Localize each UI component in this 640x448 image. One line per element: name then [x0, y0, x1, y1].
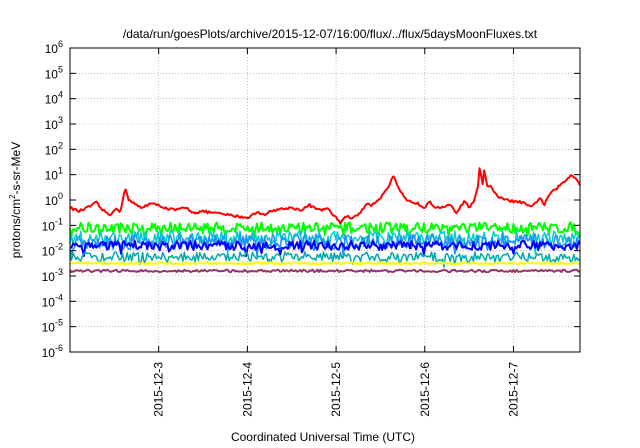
y-tick-exponent: 2 — [58, 140, 63, 150]
y-tick-exponent: -2 — [55, 242, 63, 252]
y-tick-label: 103 — [45, 115, 63, 132]
series-line-8 — [69, 268, 581, 274]
x-tick-label: 2015-12-6 — [418, 362, 432, 417]
y-tick-label: 104 — [45, 90, 63, 107]
y-tick-exponent: 6 — [58, 39, 63, 49]
y-tick-label: 106 — [45, 39, 63, 56]
x-tick-label: 2015-12-3 — [152, 362, 166, 417]
y-tick-label: 10-3 — [42, 267, 63, 284]
grid-lines — [70, 48, 580, 352]
chart-title: /data/run/goesPlots/archive/2015-12-07/1… — [123, 27, 538, 41]
x-axis-label: Coordinated Universal Time (UTC) — [231, 430, 415, 444]
y-tick-base: 10 — [42, 219, 56, 233]
x-axis-ticks: 2015-12-3 2015-12-4 2015-12-5 2015-12-6 2015… — [152, 48, 520, 417]
y-axis-label-sup: 2 — [8, 194, 17, 199]
y-axis-label-post: -s-sr-MeV — [9, 142, 23, 195]
y-tick-base: 10 — [45, 93, 59, 107]
y-tick-base: 10 — [45, 194, 59, 208]
y-tick-base: 10 — [45, 169, 59, 183]
y-tick-exponent: -1 — [55, 216, 63, 226]
y-tick-label: 10-2 — [42, 242, 63, 259]
y-tick-label: 10-1 — [42, 216, 63, 233]
y-tick-exponent: -3 — [55, 267, 63, 277]
y-tick-exponent: 0 — [58, 191, 63, 201]
y-tick-exponent: 4 — [58, 90, 63, 100]
series-line-3 — [69, 230, 581, 255]
y-tick-label: 101 — [45, 166, 63, 183]
y-tick-label: 105 — [45, 64, 63, 81]
y-tick-exponent: 3 — [58, 115, 63, 125]
y-tick-label: 102 — [45, 140, 63, 157]
y-tick-base: 10 — [42, 295, 56, 309]
y-tick-base: 10 — [45, 42, 59, 56]
y-tick-exponent: -5 — [55, 318, 63, 328]
y-axis-ticks: 10-610-510-410-310-210-11001011021031041… — [42, 39, 580, 360]
y-tick-label: 100 — [45, 191, 63, 208]
y-tick-base: 10 — [45, 118, 59, 132]
y-axis-label: protons/cm2-s-sr-MeV — [8, 142, 23, 258]
y-tick-exponent: 5 — [58, 64, 63, 74]
y-tick-label: 10-4 — [42, 292, 63, 309]
x-tick-label: 2015-12-4 — [240, 362, 254, 417]
y-tick-base: 10 — [42, 321, 56, 335]
y-tick-base: 10 — [42, 270, 56, 284]
y-tick-label: 10-6 — [42, 343, 63, 360]
series-line-2 — [69, 221, 581, 240]
y-axis-label-pre: protons/cm — [9, 199, 23, 258]
series-line-1 — [69, 167, 581, 225]
y-tick-exponent: -4 — [55, 292, 63, 302]
series-line-6 — [69, 251, 581, 268]
y-tick-label: 10-5 — [42, 318, 63, 335]
series-line-5 — [69, 240, 581, 257]
series-group — [69, 167, 581, 274]
y-tick-base: 10 — [45, 143, 59, 157]
y-tick-base: 10 — [45, 67, 59, 81]
x-tick-label: 2015-12-5 — [329, 362, 343, 417]
series-line-7 — [69, 261, 580, 266]
y-tick-exponent: 1 — [58, 166, 63, 176]
x-tick-label: 2015-12-7 — [506, 362, 520, 417]
y-tick-base: 10 — [42, 346, 56, 360]
y-tick-base: 10 — [42, 245, 56, 259]
y-tick-exponent: -6 — [55, 343, 63, 353]
